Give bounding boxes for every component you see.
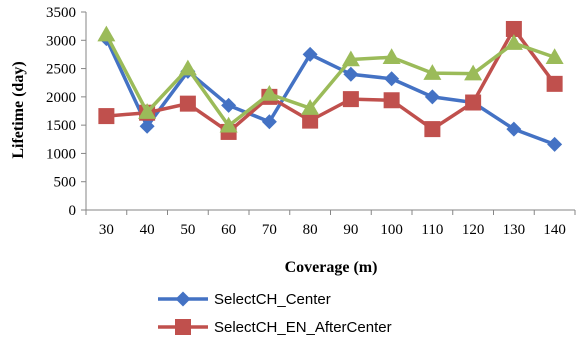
x-tick-label: 60 bbox=[221, 222, 236, 238]
series-line bbox=[104, 33, 556, 128]
data-point bbox=[504, 34, 523, 50]
data-point bbox=[343, 66, 359, 82]
x-tick-label: 100 bbox=[380, 222, 403, 238]
legend-label: SelectCH_EN_AfterCenter bbox=[214, 319, 392, 336]
legend-item: SelectCH_Center bbox=[158, 291, 331, 308]
x-tick-label: 130 bbox=[503, 222, 526, 238]
data-point bbox=[221, 97, 237, 113]
series-layer bbox=[97, 20, 564, 152]
data-point bbox=[424, 89, 440, 105]
series-line bbox=[104, 37, 556, 147]
data-point bbox=[179, 95, 196, 112]
y-tick-label: 3500 bbox=[46, 5, 76, 21]
y-tick-label: 2000 bbox=[46, 90, 76, 106]
x-tick-label: 90 bbox=[343, 222, 358, 238]
legend-marker bbox=[175, 291, 191, 307]
data-point bbox=[302, 46, 318, 62]
legend-label: SelectCH_Center bbox=[214, 291, 331, 308]
y-tick-label: 0 bbox=[69, 203, 77, 219]
x-axis-title: Coverage (m) bbox=[285, 259, 378, 276]
data-point bbox=[97, 25, 116, 42]
data-point bbox=[546, 75, 563, 92]
x-tick-label: 120 bbox=[462, 222, 485, 238]
data-point bbox=[506, 121, 522, 137]
data-point bbox=[260, 85, 279, 101]
data-point bbox=[219, 116, 238, 133]
x-tick-label: 110 bbox=[421, 222, 443, 238]
data-point bbox=[382, 48, 401, 65]
data-point bbox=[261, 114, 277, 130]
x-tick-label: 140 bbox=[543, 222, 566, 238]
x-tick-label: 80 bbox=[303, 222, 318, 238]
data-point bbox=[464, 64, 483, 81]
data-point bbox=[424, 121, 441, 138]
series-3 bbox=[97, 25, 564, 133]
y-axis-title: Lifetime (day) bbox=[10, 61, 27, 158]
data-point bbox=[341, 50, 360, 67]
legend: SelectCH_Center SelectCH_EN_AfterCenter bbox=[158, 291, 392, 336]
data-point bbox=[302, 112, 319, 129]
data-point bbox=[98, 108, 115, 125]
y-tick-label: 3000 bbox=[46, 33, 76, 49]
y-tick-label: 500 bbox=[54, 175, 77, 191]
x-axis: 30 40 50 60 70 80 90 100 110 120 130 140 bbox=[85, 209, 576, 238]
x-tick-label: 40 bbox=[140, 222, 155, 238]
data-point bbox=[138, 103, 157, 119]
x-tick-label: 50 bbox=[180, 222, 195, 238]
data-point bbox=[505, 20, 522, 37]
y-axis: 0 500 1000 1500 2000 2500 3000 3500 bbox=[46, 5, 87, 219]
data-point bbox=[383, 92, 400, 109]
series-2 bbox=[98, 20, 563, 140]
data-point bbox=[301, 99, 320, 115]
data-point bbox=[547, 136, 563, 152]
y-tick-label: 2500 bbox=[46, 62, 76, 78]
x-tick-label: 30 bbox=[99, 222, 114, 238]
y-tick-label: 1000 bbox=[46, 146, 76, 162]
data-point bbox=[342, 91, 359, 108]
x-tick-label: 70 bbox=[262, 222, 277, 238]
series-line bbox=[106, 27, 557, 134]
data-point bbox=[423, 64, 442, 80]
legend-item: SelectCH_EN_AfterCenter bbox=[158, 319, 392, 336]
y-tick-label: 1500 bbox=[46, 118, 76, 134]
data-point bbox=[178, 59, 197, 76]
data-point bbox=[139, 118, 155, 134]
data-point bbox=[384, 71, 400, 87]
legend-marker bbox=[175, 319, 191, 335]
data-point bbox=[545, 48, 564, 65]
data-point bbox=[465, 94, 482, 111]
